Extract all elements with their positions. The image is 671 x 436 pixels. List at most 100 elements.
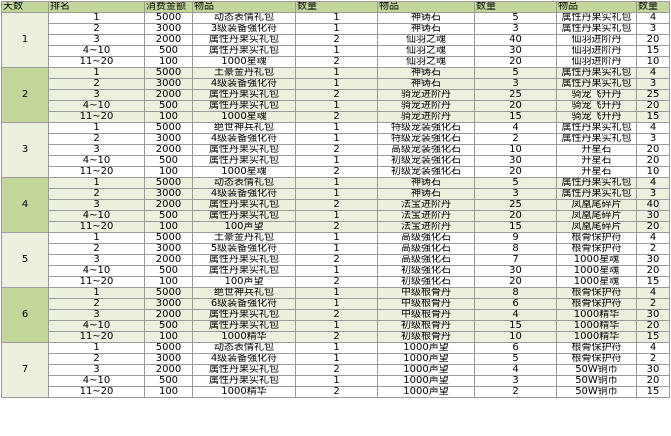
header-item-2: 物品 bbox=[377, 1, 475, 13]
qty-1-cell: 1 bbox=[295, 298, 378, 310]
qty-1-cell: 1 bbox=[295, 342, 378, 354]
rank-cell: 4~10 bbox=[48, 210, 145, 222]
item-2-cell: 仙羽之魂 bbox=[377, 56, 475, 68]
table-row: 1 1 5000 动态表情礼包 1 神铸石 5 属性丹果实礼包 4 bbox=[1, 12, 670, 68]
table-row: 4~10 500 属性丹果实礼包 1 初级根骨丹 15 1000精华 20 bbox=[2, 320, 670, 332]
spend-cell: 3000 bbox=[144, 298, 193, 310]
qty-1-cell: 2 bbox=[295, 364, 378, 376]
qty-1-cell: 1 bbox=[295, 78, 378, 90]
rank-cell: 3 bbox=[48, 309, 145, 321]
qty-2-cell: 5 bbox=[474, 353, 557, 365]
qty-2-cell: 20 bbox=[474, 100, 557, 112]
rank-cell: 4~10 bbox=[48, 320, 145, 332]
qty-3-cell: 30 bbox=[636, 254, 670, 266]
qty-2-cell: 15 bbox=[474, 320, 557, 332]
qty-2-cell: 8 bbox=[474, 243, 557, 255]
qty-2-cell: 9 bbox=[474, 232, 557, 244]
spend-cell: 2000 bbox=[144, 144, 193, 156]
rank-cell: 2 bbox=[48, 298, 145, 310]
day-cell: 2 bbox=[1, 67, 49, 123]
table-row: 3 1 5000 绝世神兵礼包 1 特级宠装强化石 4 属性丹果实礼包 4 bbox=[1, 122, 670, 178]
qty-1-cell: 1 bbox=[295, 100, 378, 112]
rank-cell: 2 bbox=[48, 23, 145, 35]
table-row: 4~10 500 属性丹果实礼包 1 初级宠装强化石 30 升星石 20 bbox=[2, 155, 670, 167]
item-1-cell: 4级装备强化符 bbox=[192, 133, 296, 145]
spend-cell: 3000 bbox=[144, 78, 193, 90]
item-3-cell: 1000精华 bbox=[556, 331, 637, 343]
table-row: 2 3000 4级装备强化符 1 1000声望 5 根骨保护符 2 bbox=[2, 353, 670, 365]
qty-1-cell: 1 bbox=[295, 177, 378, 189]
table-row: 4~10 500 属性丹果实礼包 1 初级强化石 30 1000星魂 20 bbox=[2, 265, 670, 277]
spend-cell: 3000 bbox=[144, 188, 193, 200]
qty-1-cell: 1 bbox=[295, 287, 378, 299]
table-row: 11~20 100 1000星魂 2 仙羽之魂 20 仙羽进阶丹 10 bbox=[2, 56, 670, 68]
header-qty-2: 数量 bbox=[474, 1, 557, 13]
qty-2-cell: 3 bbox=[474, 375, 557, 387]
item-2-cell: 初级强化石 bbox=[377, 265, 475, 277]
qty-3-cell: 20 bbox=[636, 265, 670, 277]
qty-1-cell: 1 bbox=[295, 210, 378, 222]
item-2-cell: 骑宠进阶丹 bbox=[377, 100, 475, 112]
spend-cell: 3000 bbox=[144, 23, 193, 35]
item-2-cell: 骑宠进阶丹 bbox=[377, 89, 475, 101]
table-row: 3 2000 属性丹果实礼包 2 高级宠装强化石 10 升星石 20 bbox=[2, 144, 670, 156]
item-1-cell: 绝世神兵礼包 bbox=[192, 287, 296, 299]
table-row: 11~20 100 100声望 2 法宝进阶丹 15 凤凰尾碎片 20 bbox=[2, 221, 670, 233]
item-3-cell: 凤凰尾碎片 bbox=[556, 210, 637, 222]
rank-cell: 1 bbox=[48, 287, 145, 299]
table-row: 3 2000 属性丹果实礼包 2 1000声望 4 50W铜币 30 bbox=[2, 364, 670, 376]
item-3-cell: 属性丹果实礼包 bbox=[556, 122, 637, 134]
item-2-cell: 1000声望 bbox=[377, 364, 475, 376]
item-2-cell: 中级根骨丹 bbox=[377, 309, 475, 321]
qty-2-cell: 3 bbox=[474, 188, 557, 200]
spend-cell: 2000 bbox=[144, 254, 193, 266]
qty-3-cell: 2 bbox=[636, 298, 670, 310]
item-1-cell: 100声望 bbox=[192, 221, 296, 233]
day-cell: 1 bbox=[1, 12, 49, 68]
item-1-cell: 属性丹果实礼包 bbox=[192, 100, 296, 112]
rank-cell: 3 bbox=[48, 199, 145, 211]
spend-cell: 500 bbox=[144, 265, 193, 277]
item-3-cell: 根骨保护符 bbox=[556, 353, 637, 365]
item-3-cell: 1000精华 bbox=[556, 320, 637, 332]
qty-2-cell: 6 bbox=[474, 342, 557, 354]
qty-2-cell: 20 bbox=[474, 276, 557, 288]
qty-3-cell: 40 bbox=[636, 199, 670, 211]
table-row: 3 2000 属性丹果实礼包 2 中级根骨丹 4 1000精华 30 bbox=[2, 309, 670, 321]
table-row: 4 1 5000 动态表情礼包 1 神铸石 5 属性丹果实礼包 4 bbox=[1, 177, 670, 233]
table-row: 11~20 100 1000星魂 2 骑宠进阶丹 15 骑宠飞升丹 15 bbox=[2, 111, 670, 123]
item-2-cell: 1000声望 bbox=[377, 375, 475, 387]
qty-2-cell: 3 bbox=[474, 78, 557, 90]
rank-cell: 1 bbox=[48, 12, 145, 24]
qty-3-cell: 20 bbox=[636, 34, 670, 46]
item-1-cell: 绝世神兵礼包 bbox=[192, 122, 296, 134]
qty-3-cell: 3 bbox=[636, 23, 670, 35]
item-1-cell: 4级装备强化符 bbox=[192, 78, 296, 90]
qty-3-cell: 30 bbox=[636, 210, 670, 222]
item-2-cell: 仙羽之魂 bbox=[377, 34, 475, 46]
item-3-cell: 仙羽进阶丹 bbox=[556, 34, 637, 46]
spend-cell: 5000 bbox=[144, 287, 193, 299]
spend-cell: 5000 bbox=[144, 232, 193, 244]
header-qty-3: 数量 bbox=[636, 1, 670, 13]
spend-cell: 100 bbox=[144, 386, 193, 398]
qty-1-cell: 2 bbox=[295, 144, 378, 156]
qty-1-cell: 2 bbox=[295, 386, 378, 398]
header-rank: 排名 bbox=[48, 1, 145, 13]
item-3-cell: 50W铜币 bbox=[556, 375, 637, 387]
qty-3-cell: 3 bbox=[636, 78, 670, 90]
qty-3-cell: 15 bbox=[636, 331, 670, 343]
table-row: 11~20 100 100声望 2 初级强化石 20 1000星魂 15 bbox=[2, 276, 670, 288]
item-1-cell: 3级装备强化符 bbox=[192, 23, 296, 35]
item-1-cell: 属性丹果实礼包 bbox=[192, 375, 296, 387]
item-3-cell: 根骨保护符 bbox=[556, 298, 637, 310]
spend-cell: 3000 bbox=[144, 243, 193, 255]
spend-cell: 100 bbox=[144, 111, 193, 123]
qty-3-cell: 15 bbox=[636, 386, 670, 398]
header-spend: 消费金额 bbox=[144, 1, 193, 13]
rank-cell: 2 bbox=[48, 353, 145, 365]
item-2-cell: 初级强化石 bbox=[377, 276, 475, 288]
rank-cell: 3 bbox=[48, 144, 145, 156]
item-3-cell: 升星石 bbox=[556, 155, 637, 167]
item-1-cell: 属性丹果实礼包 bbox=[192, 309, 296, 321]
